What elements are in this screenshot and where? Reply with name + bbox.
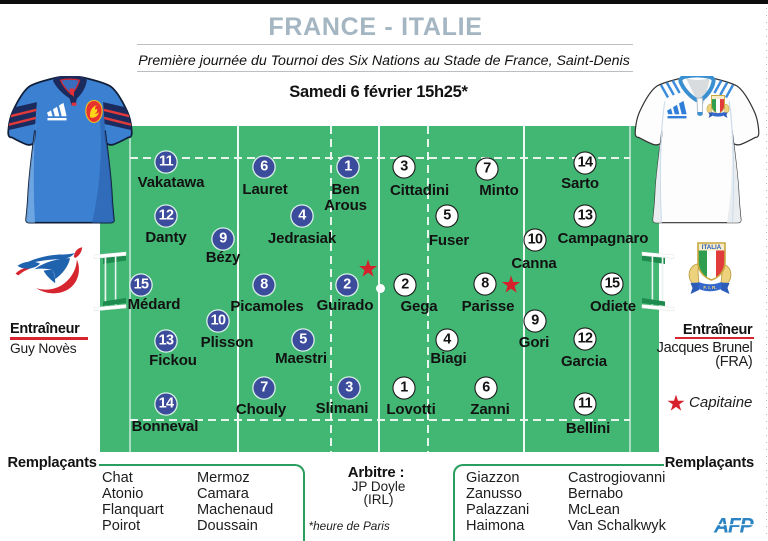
svg-text:ITALIA: ITALIA <box>702 244 722 251</box>
svg-text:F. I. R.: F. I. R. <box>703 285 716 290</box>
svg-text:AFP: AFP <box>713 516 755 536</box>
